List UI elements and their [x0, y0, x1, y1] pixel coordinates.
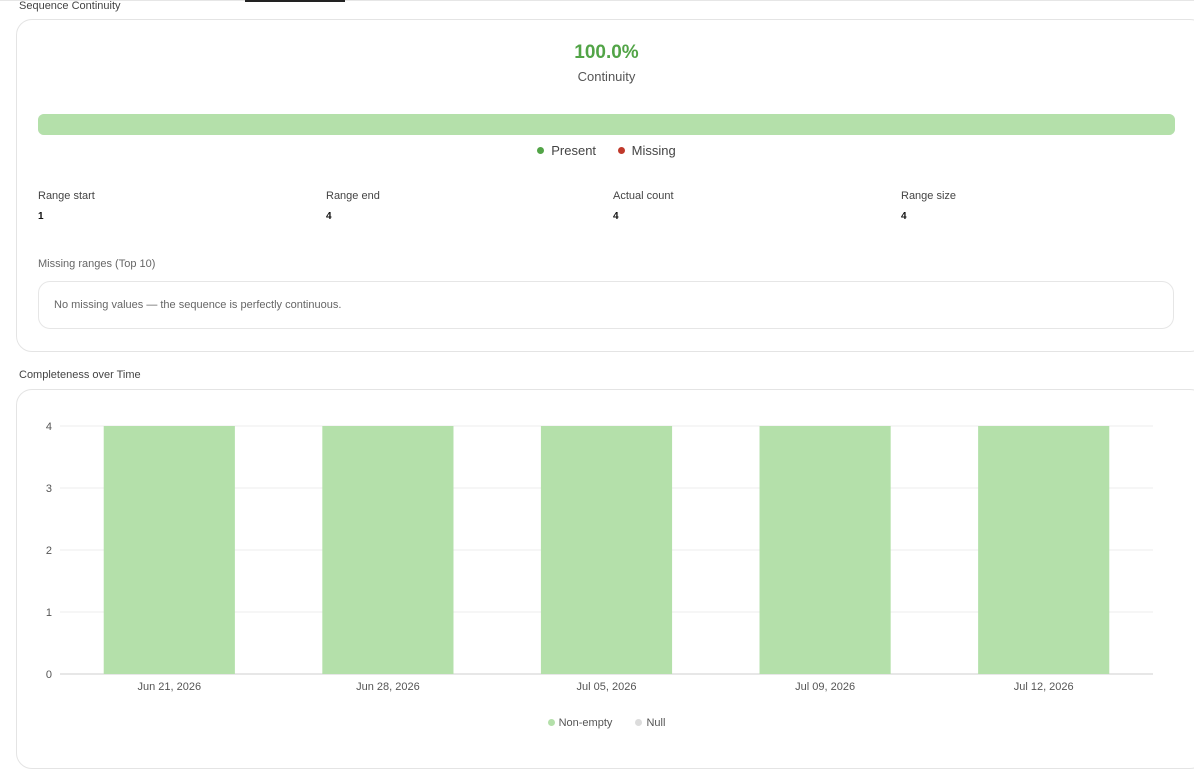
null-dot-icon	[635, 719, 643, 726]
missing-ranges-box: No missing values — the sequence is perf…	[38, 281, 1174, 329]
stat-actual-count: Actual count 4	[613, 190, 674, 222]
completeness-title: Completeness over Time	[19, 369, 141, 381]
continuity-bar-present-fill	[38, 114, 1175, 135]
bar	[540, 426, 673, 674]
bar	[978, 426, 1110, 674]
x-tick-label: Jul 12, 2026	[1014, 681, 1074, 693]
missing-ranges-title: Missing ranges (Top 10)	[38, 258, 156, 270]
stat-range-end: Range end 4	[326, 190, 380, 222]
continuity-label: Continuity	[577, 69, 636, 84]
continuity-legend: Present Missing	[17, 143, 1194, 158]
legend-label-non-empty: Non-empty	[558, 717, 613, 729]
chart-legend: Non-empty Null	[17, 717, 1194, 729]
legend-item-non-empty[interactable]: Non-empty	[547, 717, 613, 729]
legend-label-missing: Missing	[631, 143, 676, 158]
stat-value: 1	[38, 211, 44, 222]
legend-label-null: Null	[646, 717, 666, 729]
continuity-bar	[38, 114, 1175, 135]
legend-label-present: Present	[551, 143, 597, 158]
continuity-percent: 100.0%	[574, 42, 639, 63]
x-tick-label: Jul 09, 2026	[795, 681, 855, 693]
stat-label: Actual count	[613, 190, 674, 202]
missing-ranges-message: No missing values — the sequence is perf…	[54, 299, 342, 311]
completeness-chart: 0 1 2 3 4 Jun 21, 2026 Jun 28, 2026 Jul 05, 202…	[46, 421, 1153, 693]
x-tick-label: Jun 21, 2026	[137, 681, 201, 693]
non-empty-dot-icon	[547, 719, 555, 726]
sequence-continuity-card: 100.0% Continuity Present Missing Range …	[16, 19, 1194, 352]
bar	[759, 426, 891, 674]
sequence-continuity-title: Sequence Continuity	[19, 0, 121, 12]
legend-item-null[interactable]: Null	[635, 717, 665, 729]
missing-dot-icon	[617, 147, 625, 154]
y-tick-label: 0	[46, 669, 52, 681]
y-tick-label: 2	[46, 545, 52, 557]
present-dot-icon	[537, 147, 545, 154]
bar	[322, 426, 454, 674]
stat-label: Range size	[901, 190, 957, 202]
y-tick-label: 4	[46, 421, 52, 433]
active-tab-indicator	[245, 0, 345, 2]
legend-item-missing: Missing	[617, 143, 676, 158]
y-tick-label: 3	[46, 483, 52, 495]
stat-value: 4	[901, 211, 907, 222]
stat-value: 4	[326, 211, 332, 222]
x-tick-label: Jul 05, 2026	[577, 681, 637, 693]
y-tick-label: 1	[46, 607, 52, 619]
stat-label: Range start	[38, 190, 95, 202]
completeness-chart-card: 0 1 2 3 4 Jun 21, 2026 Jun 28, 2026 Jul 05, 202…	[16, 389, 1194, 769]
bar	[103, 426, 235, 674]
x-tick-label: Jun 28, 2026	[356, 681, 420, 693]
legend-item-present: Present	[537, 143, 596, 158]
stat-value: 4	[613, 211, 619, 222]
top-divider	[0, 0, 1194, 1]
stat-range-size: Range size 4	[901, 190, 956, 222]
stat-label: Range end	[326, 190, 380, 202]
stat-range-start: Range start 1	[38, 190, 95, 222]
